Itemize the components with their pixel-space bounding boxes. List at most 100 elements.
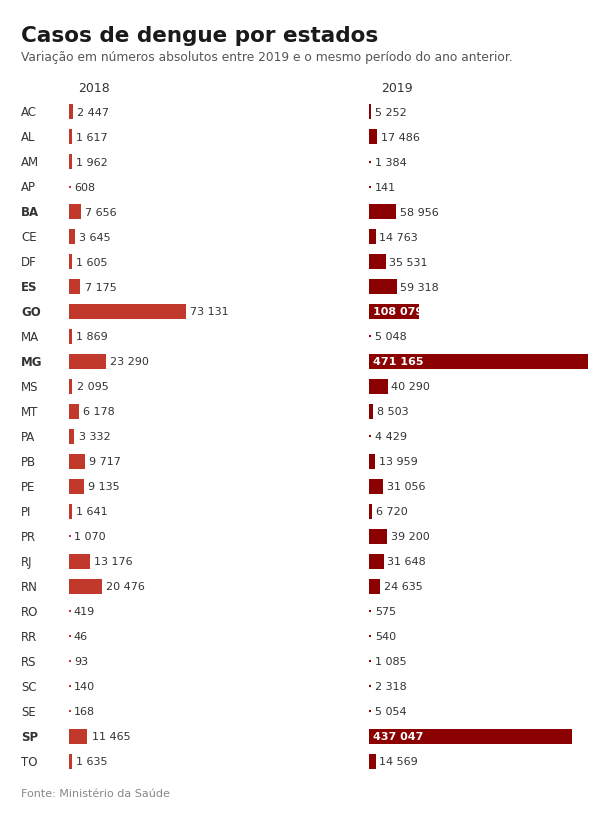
Bar <box>69 305 186 319</box>
Text: 46: 46 <box>74 631 88 641</box>
Text: 13 959: 13 959 <box>379 457 418 467</box>
Text: 39 200: 39 200 <box>391 532 430 542</box>
Text: 168: 168 <box>74 707 95 717</box>
Bar <box>369 255 386 269</box>
Text: 2019: 2019 <box>381 82 413 95</box>
Text: MT: MT <box>21 405 38 419</box>
Text: 23 290: 23 290 <box>110 357 149 367</box>
Text: 2 318: 2 318 <box>375 681 407 691</box>
Text: AP: AP <box>21 181 36 194</box>
Text: 73 131: 73 131 <box>190 307 229 317</box>
Text: SC: SC <box>21 680 37 693</box>
Text: 4 429: 4 429 <box>375 432 407 442</box>
Text: CE: CE <box>21 231 37 244</box>
Bar <box>369 355 588 369</box>
Text: 1 085: 1 085 <box>375 657 407 667</box>
Bar <box>369 754 376 769</box>
Text: RJ: RJ <box>21 555 32 568</box>
Bar <box>369 305 419 319</box>
Text: 7 656: 7 656 <box>85 207 117 217</box>
Text: 2018: 2018 <box>78 82 110 95</box>
Text: 108 079: 108 079 <box>373 307 423 317</box>
Bar <box>69 430 74 444</box>
Bar <box>369 505 372 519</box>
Text: 8 503: 8 503 <box>377 407 408 417</box>
Text: RN: RN <box>21 580 38 593</box>
Text: RS: RS <box>21 655 37 668</box>
Text: 40 290: 40 290 <box>391 382 430 392</box>
Bar <box>69 155 72 170</box>
Text: 6 178: 6 178 <box>83 407 115 417</box>
Text: 3 645: 3 645 <box>79 233 110 242</box>
Text: 5 054: 5 054 <box>375 707 407 717</box>
Text: 58 956: 58 956 <box>400 207 439 217</box>
Text: 575: 575 <box>375 607 396 617</box>
Text: 31 056: 31 056 <box>387 482 425 492</box>
Bar <box>69 754 71 769</box>
Text: 1 617: 1 617 <box>76 133 107 143</box>
Text: 7 175: 7 175 <box>85 283 116 292</box>
Text: DF: DF <box>21 256 37 269</box>
Text: PE: PE <box>21 481 35 493</box>
Bar <box>69 205 81 219</box>
Bar <box>369 105 371 120</box>
Text: SE: SE <box>21 705 36 718</box>
Text: 1 384: 1 384 <box>375 157 407 167</box>
Bar <box>69 105 73 120</box>
Text: AL: AL <box>21 131 35 144</box>
Text: 1 869: 1 869 <box>76 332 108 342</box>
Text: 14 569: 14 569 <box>379 757 418 767</box>
Bar <box>69 729 88 744</box>
Bar <box>69 330 72 344</box>
Text: 31 648: 31 648 <box>388 557 426 567</box>
Text: RR: RR <box>21 630 37 643</box>
Bar <box>369 380 388 394</box>
Text: ES: ES <box>21 281 37 294</box>
Text: 2 095: 2 095 <box>77 382 109 392</box>
Text: Variação em números absolutos entre 2019 e o mesmo período do ano anterior.: Variação em números absolutos entre 2019… <box>21 51 513 64</box>
Text: MA: MA <box>21 331 39 344</box>
Text: 20 476: 20 476 <box>106 581 145 591</box>
Bar <box>69 280 80 294</box>
Text: 9 717: 9 717 <box>89 457 121 467</box>
Bar <box>69 380 73 394</box>
Text: PB: PB <box>21 455 36 468</box>
Text: 540: 540 <box>375 631 396 641</box>
Text: 6 720: 6 720 <box>376 507 407 517</box>
Text: Fonte: Ministério da Saúde: Fonte: Ministério da Saúde <box>21 789 170 799</box>
Bar <box>369 405 373 419</box>
Text: MG: MG <box>21 355 43 369</box>
Bar <box>369 554 384 569</box>
Bar <box>369 480 383 494</box>
Bar <box>369 455 376 469</box>
Text: AC: AC <box>21 106 37 119</box>
Text: PA: PA <box>21 431 35 443</box>
Bar <box>69 455 85 469</box>
Text: 1 635: 1 635 <box>76 757 107 767</box>
Bar <box>69 355 106 369</box>
Bar <box>369 280 397 294</box>
Text: 13 176: 13 176 <box>94 557 133 567</box>
Text: BA: BA <box>21 206 39 219</box>
Bar <box>369 130 377 145</box>
Bar <box>369 530 387 544</box>
Text: 2 447: 2 447 <box>77 107 109 117</box>
Text: GO: GO <box>21 305 41 319</box>
Text: 1 641: 1 641 <box>76 507 107 517</box>
Text: 141: 141 <box>375 183 396 192</box>
Text: 59 318: 59 318 <box>400 283 439 292</box>
Text: 419: 419 <box>74 607 95 617</box>
Bar <box>69 255 71 269</box>
Text: 35 531: 35 531 <box>389 257 428 267</box>
Text: RO: RO <box>21 605 38 618</box>
Text: Casos de dengue por estados: Casos de dengue por estados <box>21 26 378 46</box>
Text: 471 165: 471 165 <box>373 357 423 367</box>
Text: 9 135: 9 135 <box>88 482 119 492</box>
Text: 93: 93 <box>74 657 88 667</box>
Text: 5 048: 5 048 <box>375 332 407 342</box>
Text: 24 635: 24 635 <box>384 581 423 591</box>
Text: 437 047: 437 047 <box>373 731 423 741</box>
Text: TO: TO <box>21 755 37 768</box>
Bar <box>369 230 376 244</box>
Bar <box>69 230 75 244</box>
